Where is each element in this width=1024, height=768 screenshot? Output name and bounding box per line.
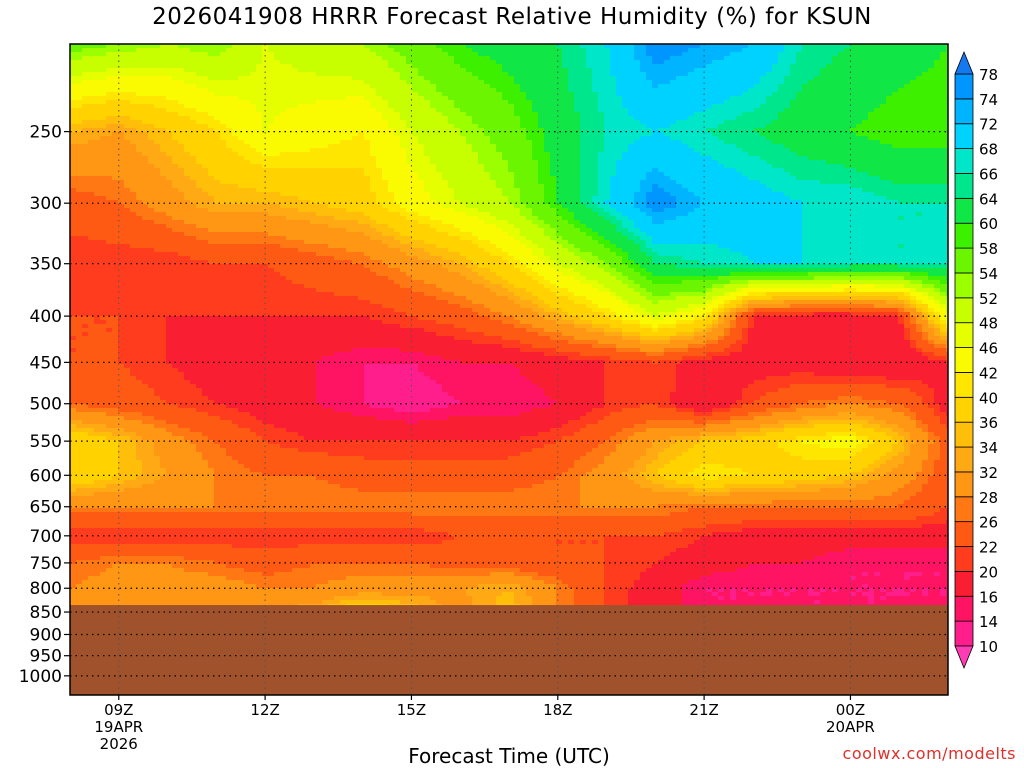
colorbar-box-52-54 [955,273,973,298]
colorbar-arrow-low [955,646,973,668]
colorbar-box-74-78 [955,74,973,99]
colorbar-label: 22 [979,539,998,557]
colorbar-box-40-42 [955,372,973,397]
y-tick-label: 600 [30,466,62,486]
y-tick-label: 850 [30,603,62,623]
x-date-label: 19APR [94,718,143,736]
colorbar-box-32-34 [955,447,973,472]
x-axis-label: Forecast Time (UTC) [70,744,948,768]
y-tick-label: 250 [30,123,62,143]
colorbar-label: 42 [979,364,998,382]
credit-text: coolwx.com/modelts [843,744,1016,763]
colorbar-label: 54 [979,265,998,283]
x-tick-label: 21Z [689,701,718,719]
colorbar-label: 36 [979,414,998,432]
colorbar-box-34-36 [955,422,973,447]
colorbar-box-48-52 [955,298,973,323]
colorbar-label: 26 [979,514,998,532]
below-ground-mask [70,605,948,695]
colorbar-label: 20 [979,563,998,581]
y-tick-label: 1000 [19,667,62,687]
colorbar-label: 52 [979,290,998,308]
y-tick-label: 950 [30,647,62,667]
x-tick-label: 12Z [250,701,279,719]
colorbar-box-46-48 [955,323,973,348]
colorbar-box-60-64 [955,198,973,223]
x-date-label: 20APR [826,718,875,736]
colorbar-arrow-high [955,52,973,74]
colorbar-label: 48 [979,315,998,333]
colorbar-box-42-46 [955,348,973,373]
colorbar-label: 40 [979,389,998,407]
colorbar-label: 74 [979,91,998,109]
colorbar-label: 10 [979,638,998,656]
colorbar-box-26-28 [955,497,973,522]
y-tick-label: 500 [30,395,62,415]
colorbar-box-16-20 [955,571,973,596]
colorbar-box-54-58 [955,248,973,273]
x-tick-label: 00Z [836,701,865,719]
y-tick-label: 800 [30,579,62,599]
colorbar-label: 16 [979,588,998,606]
colorbar-box-36-40 [955,397,973,422]
y-tick-label: 900 [30,625,62,645]
colorbar-label: 14 [979,613,998,631]
colorbar-legend: 10 14 16 20 22 26 28 32 34 36 40 42 46 48 52 54 58 60 64 66… [955,52,998,668]
colorbar-label: 72 [979,116,998,134]
y-tick-label: 700 [30,527,62,547]
y-tick-label: 300 [30,194,62,214]
colorbar-box-28-32 [955,472,973,497]
y-tick-label: 650 [30,498,62,518]
x-tick-label: 09Z [104,701,133,719]
colorbar-label: 28 [979,489,998,507]
pressure-axis: 2503003504004505005506006507007508008509… [19,123,70,687]
colorbar-box-14-16 [955,596,973,621]
colorbar-label: 78 [979,66,998,84]
colorbar-box-66-68 [955,149,973,174]
y-tick-label: 400 [30,307,62,327]
colorbar-label: 68 [979,141,998,159]
colorbar-box-22-26 [955,522,973,547]
colorbar-label: 32 [979,464,998,482]
colorbar-label: 66 [979,165,998,183]
colorbar-label: 64 [979,190,998,208]
y-tick-label: 550 [30,432,62,452]
colorbar-box-58-60 [955,223,973,248]
colorbar-label: 60 [979,215,998,233]
x-tick-label: 18Z [543,701,572,719]
colorbar-box-72-74 [955,99,973,124]
colorbar-label: 34 [979,439,998,457]
x-tick-label: 15Z [397,701,426,719]
colorbar-box-20-22 [955,547,973,572]
colorbar-box-64-66 [955,173,973,198]
colorbar-box-68-72 [955,124,973,149]
colorbar-box-10-14 [955,621,973,646]
humidity-field [70,44,953,697]
y-tick-label: 750 [30,554,62,574]
colorbar-label: 58 [979,240,998,258]
colorbar-label: 46 [979,340,998,358]
y-tick-label: 350 [30,255,62,275]
y-tick-label: 450 [30,353,62,373]
